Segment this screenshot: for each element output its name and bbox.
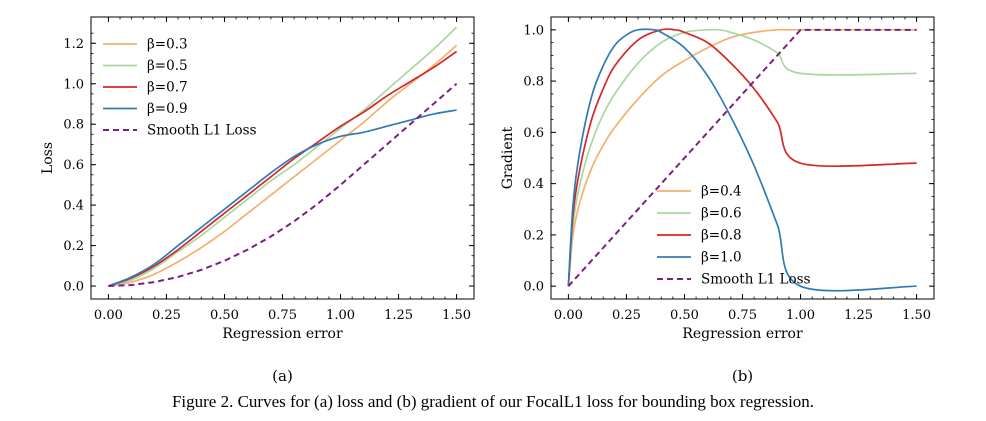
legend-entry: β=0.9 <box>147 101 188 117</box>
y-tick-label: 1.2 <box>63 37 84 52</box>
y-tick-label: 0.0 <box>63 280 84 295</box>
x-tick-label: 0.75 <box>268 308 297 323</box>
x-tick-label: 1.25 <box>384 308 413 323</box>
x-tick-label: 1.50 <box>902 308 931 323</box>
y-tick-label: 0.0 <box>523 280 544 295</box>
legend-entry: β=1.0 <box>701 250 742 266</box>
panel-label: (a) <box>272 367 293 385</box>
series-line-3 <box>108 50 458 287</box>
y-tick-label: 0.4 <box>523 177 544 192</box>
y-tick-label: 0.2 <box>523 228 544 243</box>
chart-gradient: 0.00 0.25 0.50 0.75 1.00 1.25 1.50 0.0 0.2 0.4 0.6… <box>500 16 935 385</box>
series-group <box>108 26 458 288</box>
legend-entry: Smooth L1 Loss <box>701 272 811 288</box>
x-axis-label: Regression error <box>682 326 803 342</box>
y-tick-label: 0.8 <box>63 118 84 133</box>
x-tick-label: 0.25 <box>152 308 181 323</box>
x-tick-label: 0.50 <box>210 308 239 323</box>
chart-loss: 0.00 0.25 0.50 0.75 1.00 1.25 1.50 0.0 0.2 0.4 0.6… <box>40 16 475 385</box>
panel-label: (b) <box>732 367 753 385</box>
y-axis-label: Loss <box>40 142 56 174</box>
y-tick-label: 0.8 <box>523 75 544 90</box>
series-line-1 <box>567 28 917 287</box>
series-line-5 <box>108 83 458 288</box>
x-tick-label: 0.50 <box>670 308 699 323</box>
series-line-3 <box>567 28 917 287</box>
legend-entry: Smooth L1 Loss <box>147 123 257 139</box>
x-tick-label: 1.00 <box>786 308 815 323</box>
x-axis-label: Regression error <box>222 326 343 342</box>
x-tick-label: 0.00 <box>94 308 123 323</box>
figure-canvas: 0.00 0.25 0.50 0.75 1.00 1.25 1.50 0.0 0.2 0.4 0.6… <box>40 16 935 385</box>
x-tick-label: 1.00 <box>326 308 355 323</box>
series-line-5 <box>567 28 917 287</box>
y-tick-label: 0.2 <box>63 239 84 254</box>
y-tick-label: 0.6 <box>63 158 84 173</box>
series-line-4 <box>567 28 917 292</box>
x-tick-label: 0.00 <box>554 308 583 323</box>
y-axis-label: Gradient <box>500 126 516 189</box>
y-tick-label: 0.4 <box>63 199 84 214</box>
legend-entry: β=0.8 <box>701 228 742 244</box>
x-tick-label: 1.50 <box>442 308 471 323</box>
series-line-4 <box>108 109 457 287</box>
series-line-1 <box>108 44 458 287</box>
legend: β=0.3 β=0.5 β=0.7 β=0.9 Smooth L1 Loss <box>103 37 257 139</box>
legend-entry: β=0.4 <box>701 184 742 200</box>
series-line-2 <box>567 28 917 287</box>
y-tick-label: 0.6 <box>523 126 544 141</box>
x-tick-label: 1.25 <box>844 308 873 323</box>
y-tick-label: 1.0 <box>63 77 84 92</box>
legend-entry: β=0.6 <box>701 206 742 222</box>
series-line-2 <box>108 26 458 287</box>
x-tick-label: 0.75 <box>728 308 757 323</box>
series-group <box>567 28 917 292</box>
legend-entry: β=0.7 <box>147 80 188 96</box>
y-tick-label: 1.0 <box>523 23 544 38</box>
legend: β=0.4 β=0.6 β=0.8 β=1.0 Smooth L1 Loss <box>657 184 811 288</box>
x-tick-label: 0.25 <box>612 308 641 323</box>
axes-frame <box>550 16 935 300</box>
legend-entry: β=0.5 <box>147 58 188 74</box>
figure-caption: Figure 2. Curves for (a) loss and (b) gr… <box>171 392 815 411</box>
legend-entry: β=0.3 <box>147 37 188 53</box>
